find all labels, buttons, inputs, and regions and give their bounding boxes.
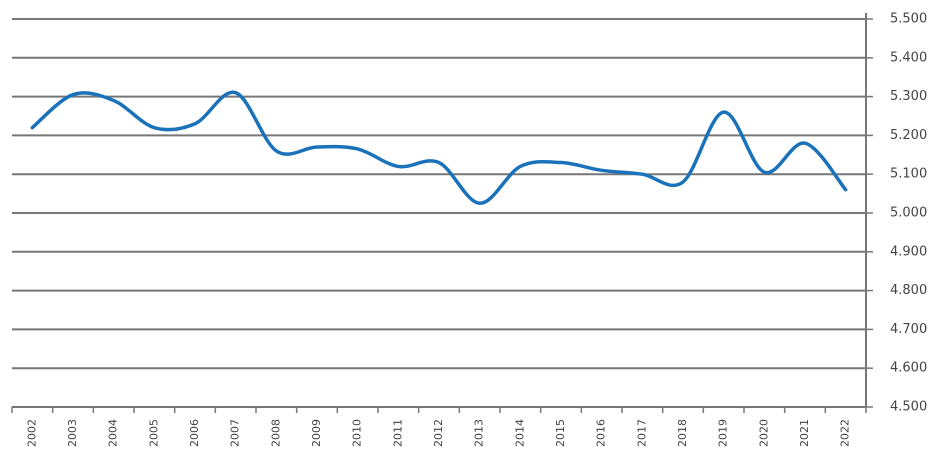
x-tick-label: 2013 <box>473 419 486 447</box>
y-tick-label: 4.900 <box>890 244 927 259</box>
x-tick-label: 2022 <box>839 419 852 447</box>
x-tick-label: 2008 <box>269 419 282 447</box>
y-tick-label: 5.100 <box>890 167 927 182</box>
x-tick-label: 2020 <box>757 419 770 447</box>
x-tick-label: 2016 <box>595 419 608 447</box>
y-tick-label: 4.800 <box>890 283 927 298</box>
y-tick-label: 4.700 <box>890 322 927 337</box>
y-tick-label: 4.600 <box>890 361 927 376</box>
x-tick-label: 2019 <box>717 419 730 447</box>
y-tick-label: 4.500 <box>890 400 927 415</box>
x-tick-label: 2010 <box>351 419 364 447</box>
y-tick-label: 5.000 <box>890 206 927 221</box>
y-tick-label: 5.300 <box>890 89 927 104</box>
x-tick-label: 2017 <box>635 419 648 447</box>
x-tick-label: 2018 <box>676 419 689 447</box>
x-tick-label: 2009 <box>310 419 323 447</box>
x-tick-label: 2011 <box>391 419 404 447</box>
line-series <box>30 90 848 206</box>
x-tick-label: 2007 <box>229 419 242 447</box>
x-tick-label: 2002 <box>25 419 38 447</box>
y-tick-label: 5.400 <box>890 50 927 65</box>
x-tick-label: 2005 <box>147 419 160 447</box>
y-tick-label: 5.200 <box>890 128 927 143</box>
y-tick-label: 5.500 <box>890 12 927 27</box>
x-tick-label: 2004 <box>107 419 120 447</box>
x-tick-label: 2012 <box>432 419 445 447</box>
x-tick-label: 2006 <box>188 419 201 447</box>
x-tick-label: 2014 <box>513 419 526 447</box>
x-tick-label: 2003 <box>66 419 79 447</box>
x-tick-label: 2015 <box>554 419 567 447</box>
x-tick-label: 2021 <box>798 419 811 447</box>
